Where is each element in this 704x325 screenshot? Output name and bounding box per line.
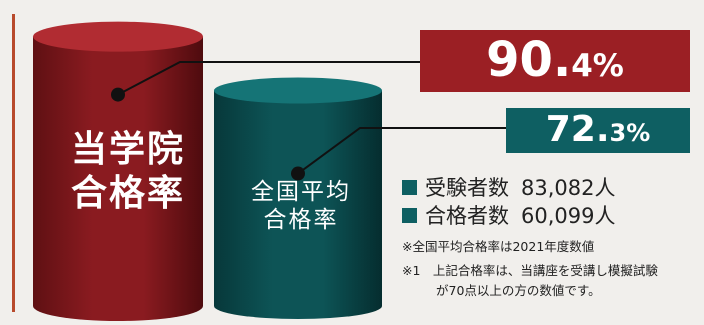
avg-rate-integer: 72 — [545, 109, 596, 150]
leader-dot — [291, 166, 305, 181]
examinees-label: 受験者数 — [425, 176, 509, 200]
examinees-value: 83,082人 — [521, 176, 616, 200]
avg-rate-decimal: 3% — [609, 119, 651, 147]
main-rate-dot: . — [552, 32, 572, 88]
left-accent-rule — [12, 14, 15, 312]
main-rate-integer: 90 — [486, 32, 553, 88]
main-label-line2: 合格率 — [70, 172, 185, 214]
passers-value: 60,099人 — [521, 204, 616, 228]
avg-label-line2: 合格率 — [263, 207, 339, 234]
examinees-stat: 受験者数 83,082人 — [402, 172, 615, 202]
cylinder-body — [214, 90, 382, 320]
main-cylinder-label: 当学院 合格率 — [40, 128, 216, 216]
main-rate-data-label: 90. 4% — [420, 30, 690, 92]
footnote-national-average: ※全国平均合格率は2021年度数値 — [402, 239, 595, 254]
main-label-line1: 当学院 — [70, 129, 185, 170]
bar-average-cylinder — [214, 77, 382, 320]
leader-line — [117, 61, 490, 96]
main-rate-decimal: 4% — [571, 48, 624, 84]
cylinder-top — [214, 77, 382, 104]
leader-dot — [111, 87, 125, 102]
avg-label-line1: 全国平均 — [251, 179, 351, 205]
footnote-1-line2: が70点以上の方の数値です。 — [436, 283, 601, 298]
bar-main-cylinder — [33, 21, 203, 321]
passers-stat: 合格者数 60,099人 — [402, 200, 615, 230]
cylinder-top — [33, 21, 203, 52]
average-rate-data-label: 72. 3% — [506, 108, 690, 153]
avg-rate-dot: . — [595, 109, 610, 150]
square-bullet-icon — [402, 179, 417, 195]
footnote-1-line1: ※1 上記合格率は、当講座を受講し模擬試験 — [402, 263, 658, 278]
average-cylinder-label: 全国平均 合格率 — [216, 178, 386, 234]
passers-label: 合格者数 — [425, 204, 509, 228]
leader-line — [297, 127, 506, 175]
square-bullet-icon — [402, 207, 417, 223]
cylinder-body — [33, 36, 203, 321]
